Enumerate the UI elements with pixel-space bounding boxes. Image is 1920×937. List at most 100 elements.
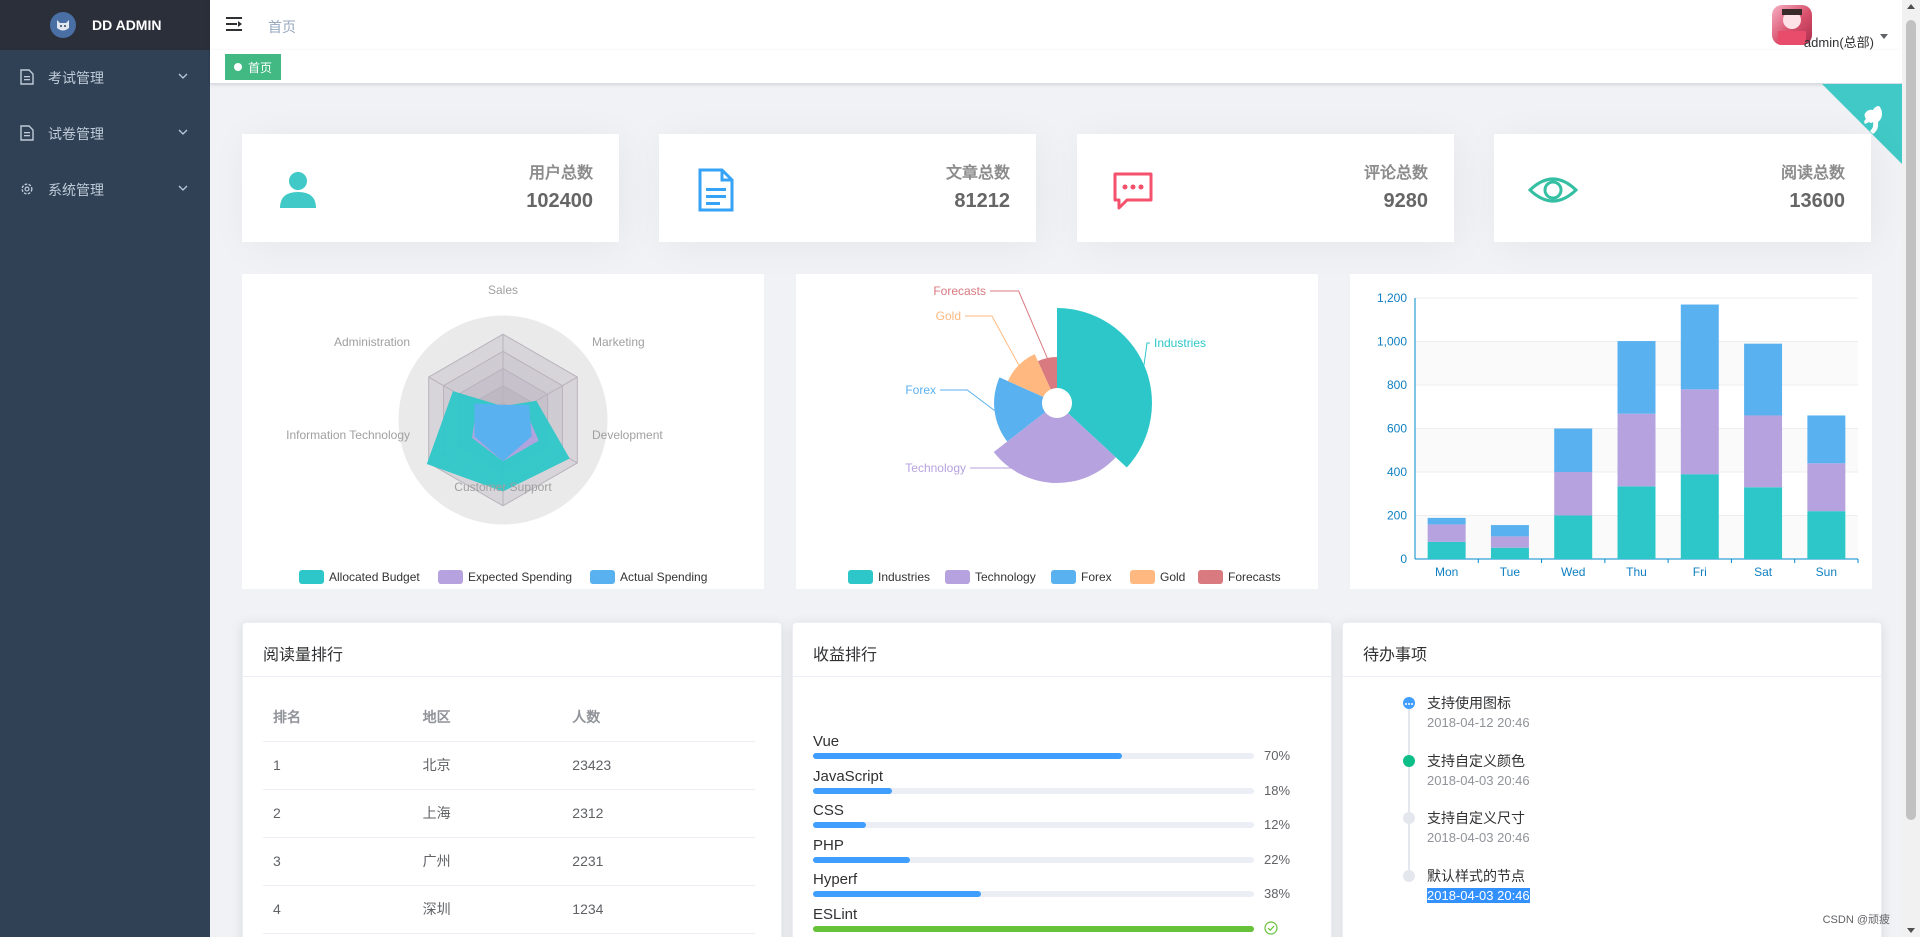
progress-label: PHP	[813, 836, 844, 854]
hamburger-icon[interactable]	[226, 16, 244, 32]
sidebar-item-2[interactable]: 试卷管理	[0, 106, 210, 162]
table-cell: 2231	[562, 837, 755, 886]
progress-label: Hyperf	[813, 871, 858, 888]
legend-label[interactable]: Actual Spending	[620, 570, 707, 584]
legend-swatch[interactable]	[945, 570, 970, 584]
scroll-down-icon[interactable]	[1907, 928, 1915, 933]
user-name[interactable]: admin(总部)	[1803, 35, 1874, 50]
bar-mon-pageA[interactable]	[1427, 541, 1466, 559]
logo-bar[interactable]: DD ADMIN	[0, 0, 210, 50]
bar-wed-pageC[interactable]	[1554, 428, 1593, 473]
bar-tue-pageB[interactable]	[1490, 536, 1529, 548]
github-corner[interactable]	[1822, 84, 1902, 164]
bar-mon-pageB[interactable]	[1427, 524, 1466, 542]
x-tick-label: Wed	[1561, 565, 1585, 579]
tag-home[interactable]: 首页	[225, 54, 282, 80]
progress-item: Vue 70%	[813, 733, 1293, 763]
panel-value: 102400	[526, 190, 593, 212]
legend-label[interactable]: Expected Spending	[468, 570, 572, 584]
y-tick-label: 1,000	[1377, 335, 1407, 349]
bar-sat-pageC[interactable]	[1744, 343, 1783, 416]
column-header[interactable]: 人数	[562, 693, 755, 742]
avatar[interactable]	[1772, 5, 1812, 45]
sidebar-item-1[interactable]: 考试管理	[0, 50, 210, 106]
eye-icon	[1527, 168, 1579, 212]
column-header[interactable]: 排名	[263, 693, 413, 742]
panel-articles[interactable]: 文章总数 81212	[659, 134, 1036, 242]
bar-tue-pageC[interactable]	[1490, 525, 1529, 537]
legend-swatch[interactable]	[1198, 570, 1223, 584]
legend-label[interactable]: Technology	[975, 570, 1036, 584]
pie-slice-technology[interactable]	[993, 412, 1116, 483]
panel-users[interactable]: 用户总数 102400	[242, 134, 619, 242]
breadcrumb[interactable]: 首页	[268, 19, 296, 35]
pie-slice-gold[interactable]	[1007, 354, 1051, 397]
radar-series-2[interactable]	[474, 403, 532, 462]
scrollbar-thumb[interactable]	[1906, 20, 1916, 820]
legend-swatch[interactable]	[1130, 570, 1155, 584]
scrollbar[interactable]	[1902, 0, 1920, 937]
pie-slice-industries[interactable]	[1057, 308, 1152, 468]
bar-tue-pageA[interactable]	[1490, 547, 1529, 559]
panel-label: 评论总数	[1363, 165, 1428, 182]
legend-swatch[interactable]	[438, 570, 463, 584]
scroll-up-icon[interactable]	[1907, 4, 1915, 9]
timeline-text: 默认样式的节点	[1427, 867, 1525, 884]
sidebar-item-3[interactable]: 系统管理	[0, 162, 210, 218]
legend-label[interactable]: Industries	[878, 570, 930, 584]
caret-down-icon[interactable]	[1880, 34, 1888, 39]
legend-label[interactable]: Forecasts	[1228, 570, 1281, 584]
card-title: 收益排行	[793, 623, 1331, 677]
x-tick-label: Thu	[1626, 565, 1647, 579]
rank-table: 排名 地区 人数 1 北京 23423 2 上海 2312 3 广州 2231 4 深圳 123…	[263, 693, 755, 934]
timeline-dot	[1403, 754, 1415, 767]
bar-wed-pageA[interactable]	[1554, 515, 1593, 560]
table-row[interactable]: 4 深圳 1234	[263, 885, 755, 934]
table-row[interactable]: 1 北京 23423	[263, 741, 755, 790]
timeline-time: 2018-04-03 20:46	[1427, 887, 1530, 903]
panel-reads[interactable]: 阅读总数 13600	[1494, 134, 1871, 242]
legend-swatch[interactable]	[299, 570, 324, 584]
radar-indicator-label: Sales	[488, 283, 518, 297]
pie-label-line	[1143, 342, 1150, 365]
rank-card: 阅读量排行 排名 地区 人数 1 北京 23423 2 上海 2312 3 广州 2231 …	[242, 622, 782, 937]
gear-icon	[20, 181, 48, 200]
progress-item: JavaScript 18%	[813, 768, 1293, 798]
bar-sun-pageB[interactable]	[1807, 463, 1846, 512]
pie-slice-forex[interactable]	[994, 377, 1046, 442]
bar-thu-pageA[interactable]	[1617, 486, 1656, 559]
column-header[interactable]: 地区	[412, 693, 563, 742]
panel-value: 13600	[1789, 190, 1845, 212]
bar-sun-pageA[interactable]	[1807, 511, 1846, 559]
legend-swatch[interactable]	[848, 570, 873, 584]
timeline-item: 支持自定义尺寸 2018-04-03 20:46	[1403, 808, 1703, 864]
table-row[interactable]: 2 上海 2312	[263, 789, 755, 838]
panel-comments[interactable]: 评论总数 9280	[1077, 134, 1454, 242]
bar-thu-pageC[interactable]	[1617, 341, 1656, 414]
legend-label[interactable]: Forex	[1081, 570, 1112, 584]
table-cell: 广州	[412, 837, 563, 886]
bar-sat-pageA[interactable]	[1744, 487, 1783, 559]
bar-fri-pageC[interactable]	[1680, 304, 1719, 390]
table-cell: 北京	[412, 741, 563, 790]
radar-indicator-label: Marketing	[592, 335, 645, 349]
legend-swatch[interactable]	[590, 570, 615, 584]
table-row[interactable]: 3 广州 2231	[263, 837, 755, 886]
bar-sat-pageB[interactable]	[1744, 415, 1783, 488]
bar-fri-pageB[interactable]	[1680, 389, 1719, 475]
bar-mon-pageC[interactable]	[1427, 517, 1466, 525]
bar-thu-pageB[interactable]	[1617, 413, 1656, 487]
legend-label[interactable]: Allocated Budget	[329, 570, 420, 584]
pie-label-line	[940, 389, 995, 411]
x-tick-label: Sat	[1754, 565, 1773, 579]
tags-view: 首页	[210, 50, 1902, 84]
main-content: 用户总数 102400 文章总数 81212 评论总数 9280 阅读总数 13…	[210, 84, 1902, 937]
legend-label[interactable]: Gold	[1160, 570, 1185, 584]
bar-wed-pageB[interactable]	[1554, 472, 1593, 516]
table-cell: 深圳	[412, 885, 563, 934]
bar-sun-pageC[interactable]	[1807, 415, 1846, 464]
pie-slice-forecasts[interactable]	[1037, 356, 1057, 390]
bar-fri-pageA[interactable]	[1680, 474, 1719, 559]
progress-label: ESLint	[813, 905, 858, 923]
legend-swatch[interactable]	[1051, 570, 1076, 584]
